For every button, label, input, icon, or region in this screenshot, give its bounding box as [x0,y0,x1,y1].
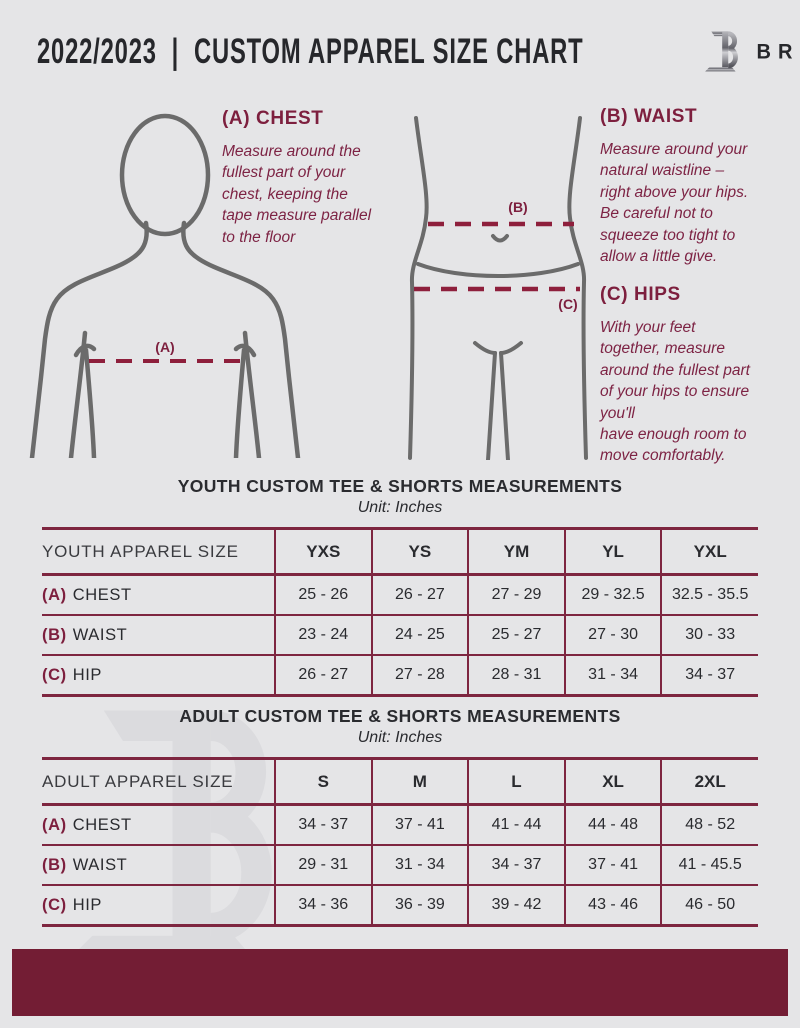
youth-header-row: YOUTH APPAREL SIZE YXS YS YM YL YXL [42,528,758,576]
youth-size-header: YOUTH APPAREL SIZE [42,528,275,576]
cell: 32.5 - 35.5 [660,573,758,615]
row-prefix: (B) [42,625,67,644]
table-row: (B) WAIST 23 - 24 24 - 25 25 - 27 27 - 30… [42,614,758,655]
adult-header-row: ADULT APPAREL SIZE S M L XL 2XL [42,758,758,806]
adult-size-header: ADULT APPAREL SIZE [42,758,275,806]
size-xl: XL [563,758,662,806]
cell: 29 - 31 [274,844,372,885]
chest-line-label: (A) [155,339,174,355]
row-label: HIP [72,665,103,684]
hips-instructions: (C) HIPS With your feet together, measur… [600,284,800,467]
size-m: M [370,758,469,806]
size-ym: YM [467,528,565,576]
hip-line-label: (C) [558,296,577,312]
table-row: (C) HIP 26 - 27 27 - 28 28 - 31 31 - 34 3… [42,654,758,696]
cell: 44 - 48 [563,803,662,845]
size-yl: YL [563,528,662,576]
cell: 27 - 28 [370,654,469,696]
table-row: (B) WAIST 29 - 31 31 - 34 34 - 37 37 - 41… [42,844,758,885]
lower-body-figure: (B) (C) [408,116,588,460]
cell: 34 - 36 [274,884,372,926]
cell: 27 - 29 [467,573,565,615]
size-ys: YS [370,528,469,576]
cell: 31 - 34 [370,844,469,885]
cell: 43 - 46 [563,884,662,926]
chest-instructions: (A) CHEST Measure around the fullest par… [222,108,422,248]
size-yxs: YXS [274,528,372,576]
row-label: HIP [72,895,103,914]
adult-size-table: ADULT APPAREL SIZE S M L XL 2XL (A) CHEST… [42,757,758,927]
cell: 31 - 34 [563,654,662,696]
waist-instructions: (B) WAIST Measure around your natural wa… [600,106,800,267]
youth-size-table: YOUTH APPAREL SIZE YXS YS YM YL YXL (A) C… [42,527,758,697]
cell: 26 - 27 [274,654,372,696]
cell: 46 - 50 [660,884,758,926]
cell: 27 - 30 [563,614,662,655]
youth-table-unit: Unit: Inches [357,499,443,516]
row-label: CHEST [72,815,132,834]
size-2xl: 2XL [660,758,758,806]
row-prefix: (B) [42,855,67,874]
cell: 34 - 37 [467,844,565,885]
size-l: L [467,758,565,806]
waist-text: Measure around your natural waistline – … [600,141,749,265]
cell: 39 - 42 [467,884,565,926]
adult-table-unit: Unit: Inches [357,729,443,746]
cell: 29 - 32.5 [563,573,662,615]
size-yxl: YXL [660,528,758,576]
page-title: 2022/2023 | CUSTOM APPAREL SIZE CHART [37,31,584,71]
torso-figure: (A) [29,113,301,458]
cell: 25 - 27 [467,614,565,655]
cell: 37 - 41 [563,844,662,885]
row-prefix: (A) [42,815,67,834]
adult-table-title: ADULT CUSTOM TEE & SHORTS MEASUREMENTS [179,706,621,726]
hips-heading: (C) HIPS [600,284,681,305]
table-row: (A) CHEST 25 - 26 26 - 27 27 - 29 29 - 32… [42,573,758,615]
chest-heading: (A) CHEST [222,108,324,129]
row-prefix: (A) [42,585,67,604]
brand-block: BREAKAWAY [704,19,800,85]
waist-heading: (B) WAIST [600,106,698,127]
row-label: WAIST [72,625,128,644]
header: 2022/2023 | CUSTOM APPAREL SIZE CHART [0,0,800,104]
cell: 23 - 24 [274,614,372,655]
cell: 37 - 41 [370,803,469,845]
breakaway-logo-icon [704,19,744,85]
row-label: WAIST [72,855,128,874]
cell: 24 - 25 [370,614,469,655]
cell: 48 - 52 [660,803,758,845]
cell: 30 - 33 [660,614,758,655]
cell: 41 - 45.5 [660,844,758,885]
cell: 28 - 31 [467,654,565,696]
size-s: S [274,758,372,806]
cell: 25 - 26 [274,573,372,615]
row-prefix: (C) [42,895,67,914]
chest-text: Measure around the fullest part of your … [222,143,372,246]
cell: 34 - 37 [660,654,758,696]
cell: 26 - 27 [370,573,469,615]
row-prefix: (C) [42,665,67,684]
hips-text: With your feet together, measure around … [600,319,750,465]
table-row: (A) CHEST 34 - 37 37 - 41 41 - 44 44 - 48… [42,803,758,845]
cell: 34 - 37 [274,803,372,845]
waist-line-label: (B) [508,199,527,215]
table-row: (C) HIP 34 - 36 36 - 39 39 - 42 43 - 46 4… [42,884,758,926]
row-label: CHEST [72,585,132,604]
cell: 36 - 39 [370,884,469,926]
footer-bar [12,949,788,1016]
brand-name: BREAKAWAY [756,39,800,64]
cell: 41 - 44 [467,803,565,845]
youth-table-title: YOUTH CUSTOM TEE & SHORTS MEASUREMENTS [177,476,623,496]
